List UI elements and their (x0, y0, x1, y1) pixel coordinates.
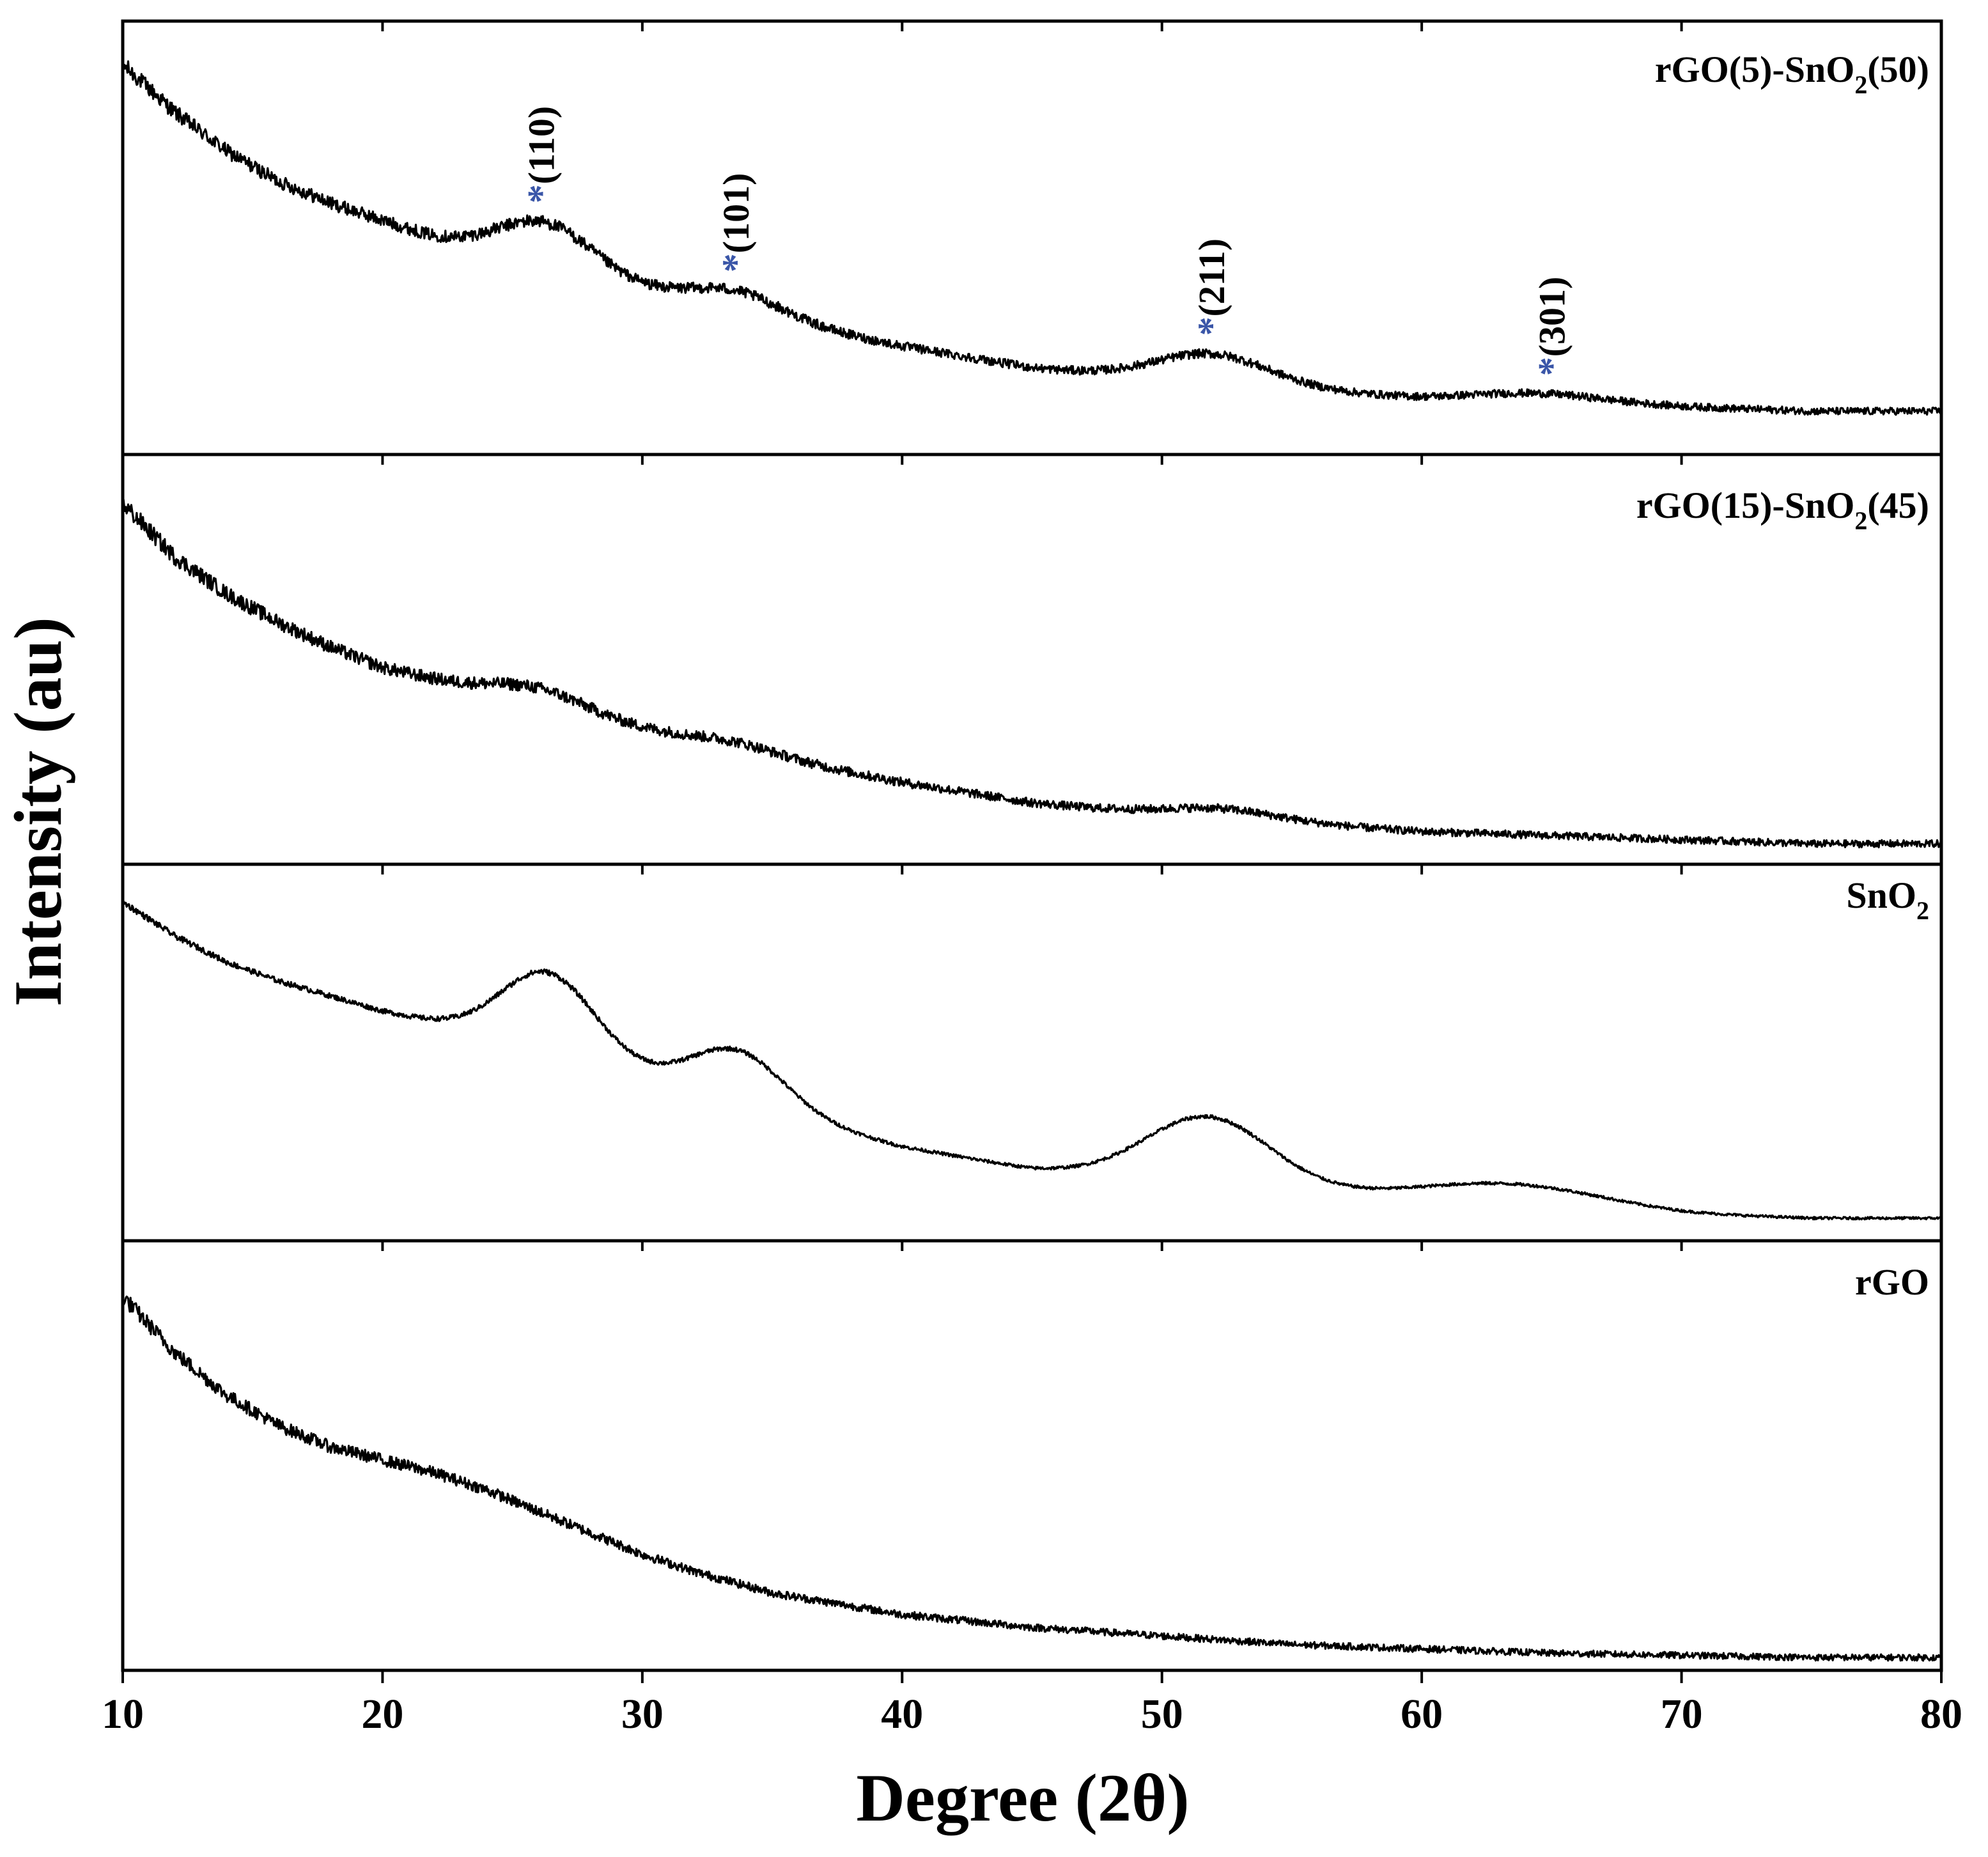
x-tick-label: 20 (361, 1691, 403, 1737)
x-tick-label: 50 (1141, 1691, 1183, 1737)
trace-rgo5-sno2-50 (121, 56, 1942, 416)
peak-label: *(101) (715, 173, 757, 273)
peak-label: *(211) (1190, 238, 1232, 336)
x-tick-label: 60 (1401, 1691, 1443, 1737)
panel-title-rgo15-sno2-45: rGO(15)-SnO2(45) (1636, 485, 1929, 535)
x-tick-label: 70 (1661, 1691, 1703, 1737)
peak-labels: *(110) *(101) *(211) *(301) (520, 106, 1573, 376)
panel-title-sno2: SnO2 (1846, 874, 1929, 925)
peak-label: *(110) (520, 106, 562, 203)
peak-label: *(301) (1530, 277, 1573, 377)
x-tick-label: 40 (881, 1691, 923, 1737)
x-axis-title: Degree (2θ) (856, 1760, 1189, 1835)
x-tick-label: 80 (1920, 1691, 1962, 1737)
panel-frame-rgo (121, 1239, 1943, 1672)
panel-title-rgo5-sno2-50: rGO(5)-SnO2(50) (1655, 49, 1929, 99)
x-tick-label: 10 (102, 1691, 144, 1737)
trace-sno2 (122, 899, 1941, 1221)
trace-rgo15-sno2-45 (121, 496, 1943, 849)
x-ticks: 10 20 30 40 50 60 70 80 (102, 21, 1962, 1737)
trace-rgo (121, 1295, 1943, 1662)
panel-title-rgo: rGO (1855, 1261, 1929, 1303)
x-tick-label: 30 (621, 1691, 664, 1737)
y-axis-title: Intensity (au) (1, 617, 75, 1007)
